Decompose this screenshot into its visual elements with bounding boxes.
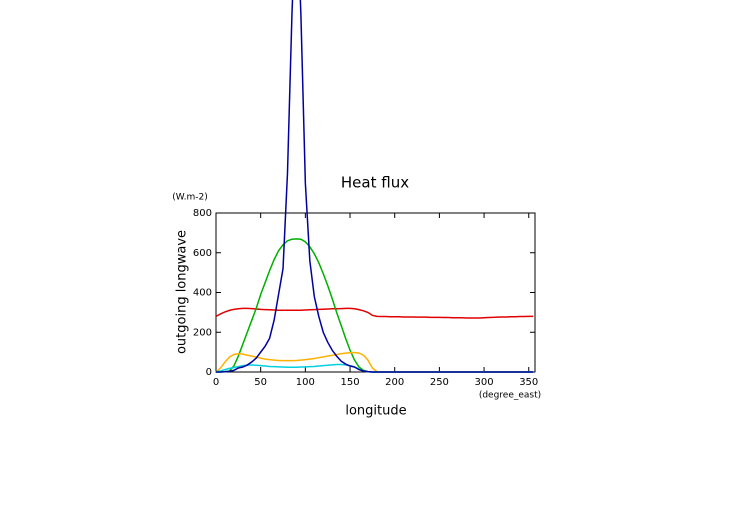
x-tick-label: 300	[475, 377, 494, 388]
y-tick-label: 0	[206, 367, 212, 378]
x-tick-label: 150	[340, 377, 359, 388]
x-unit: (degree_east)	[479, 391, 541, 401]
x-tick-label: 200	[385, 377, 404, 388]
y-tick-label: 600	[193, 248, 212, 259]
x-tick-label: 50	[254, 377, 267, 388]
y-axis-label: outgoing longwave	[175, 230, 190, 354]
y-unit: (W.m-2)	[172, 193, 208, 203]
y-tick-label: 400	[193, 288, 212, 299]
series-line	[216, 0, 534, 373]
x-tick-label: 100	[296, 377, 315, 388]
series-line	[215, 363, 534, 373]
x-axis-label: longitude	[345, 404, 406, 419]
y-tick-label: 800	[193, 208, 212, 219]
series-line	[215, 307, 534, 319]
series-line	[216, 238, 534, 373]
chart-title: Heat flux	[341, 174, 409, 192]
x-tick-label: 250	[430, 377, 449, 388]
x-tick-label: 0	[213, 377, 219, 388]
x-tick-label: 350	[519, 377, 538, 388]
y-tick-label: 200	[193, 327, 212, 338]
series-line	[215, 351, 534, 373]
